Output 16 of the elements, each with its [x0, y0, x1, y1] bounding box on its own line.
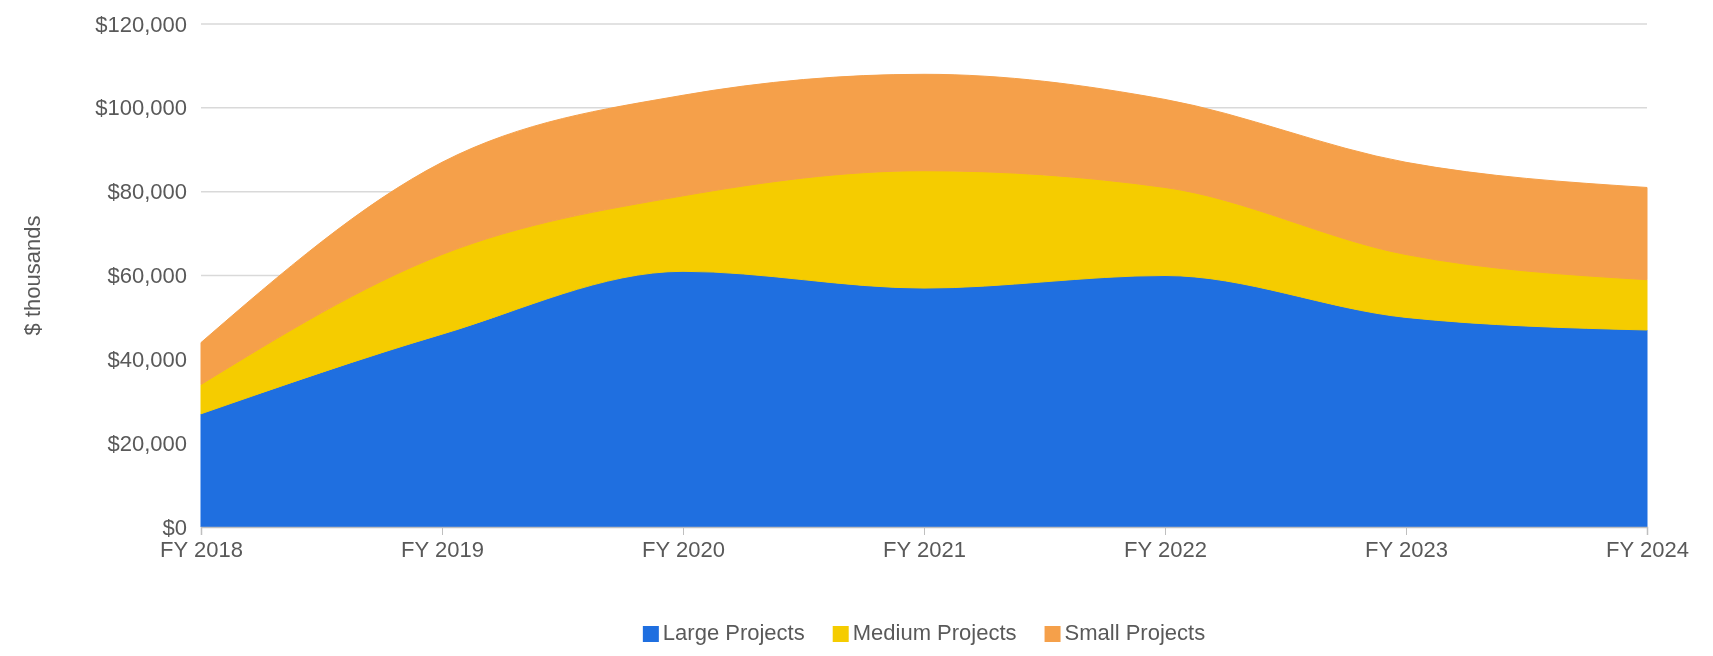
- x-tick-label: FY 2021: [883, 536, 966, 562]
- legend-label: Small Projects: [1064, 620, 1206, 645]
- y-axis-title: $ thousands: [20, 215, 45, 336]
- legend-label: Medium Projects: [852, 620, 1017, 645]
- y-tick-label: $40,000: [107, 346, 187, 372]
- x-tick-label: FY 2020: [642, 536, 725, 562]
- x-tick-label: FY 2023: [1365, 536, 1448, 562]
- y-tick-label: $80,000: [107, 179, 187, 205]
- x-tick-label: FY 2024: [1606, 536, 1689, 562]
- x-tick-label: FY 2019: [401, 536, 484, 562]
- y-tick-label: $60,000: [107, 263, 187, 289]
- y-tick-label: $20,000: [107, 430, 187, 456]
- y-tick-label: $120,000: [95, 11, 187, 37]
- x-tick-label: FY 2022: [1124, 536, 1207, 562]
- legend-label: Large Projects: [662, 620, 805, 645]
- y-tick-label: $100,000: [95, 95, 187, 121]
